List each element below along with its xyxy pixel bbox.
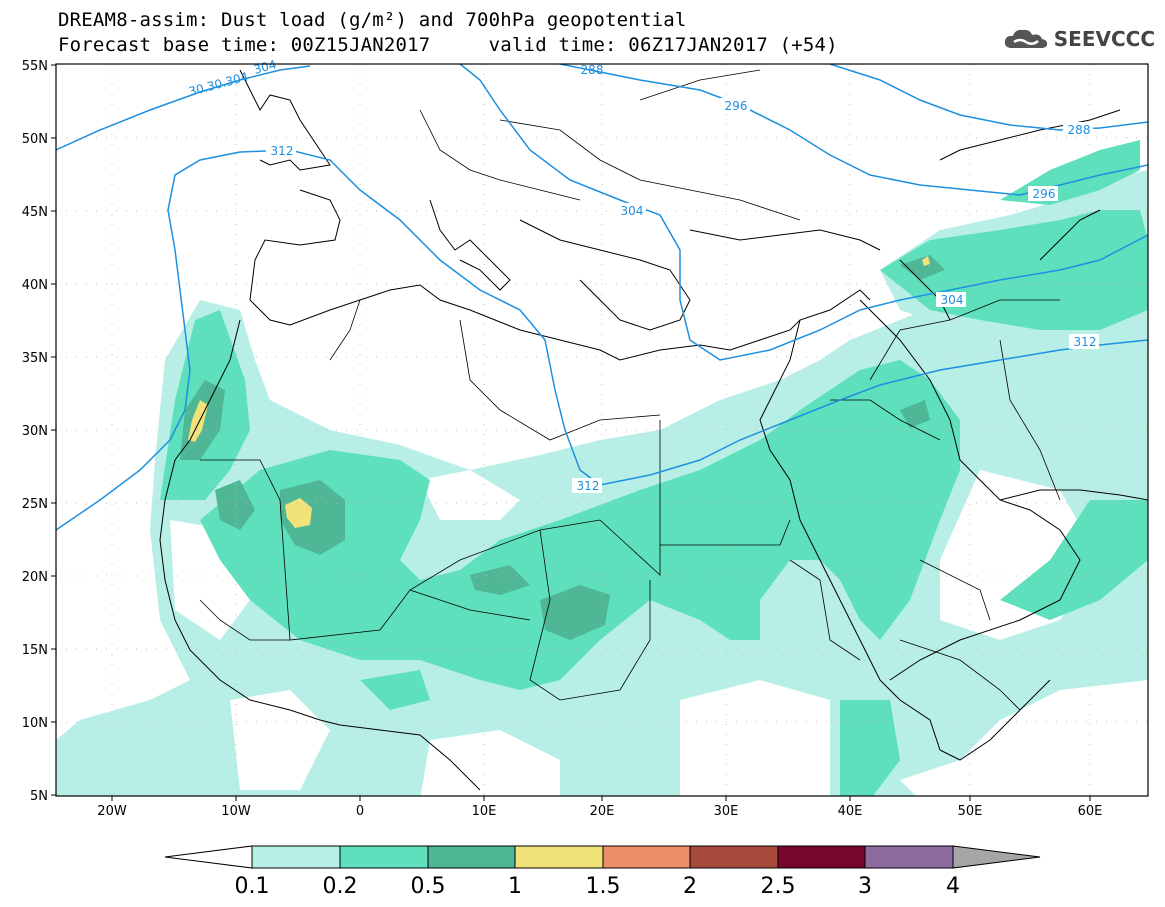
lat-label: 5N	[30, 789, 48, 804]
country-borders	[199, 69, 1061, 711]
lat-label: 50N	[22, 132, 48, 147]
lat-label: 40N	[22, 278, 48, 293]
colorbar-swatch	[339, 845, 429, 869]
coastlines	[159, 69, 1148, 791]
lon-label: 10W	[221, 804, 251, 819]
colorbar-swatch	[514, 845, 604, 869]
colorbar-label: 4	[946, 874, 960, 899]
chart-subtitle: Forecast base time: 00Z15JAN2017 valid t…	[58, 34, 838, 56]
lon-label: 10E	[472, 804, 497, 819]
lat-label: 35N	[22, 351, 48, 366]
lon-label: 50E	[958, 804, 983, 819]
logo-text: SEEVCCC	[1053, 27, 1155, 51]
contour-label: 312	[271, 144, 294, 158]
colorbar-swatch	[777, 845, 866, 869]
logo: SEEVCCC	[1002, 26, 1155, 52]
colorbar-label: 0.1	[235, 874, 270, 899]
contour-label: 288	[581, 63, 604, 77]
contour-label: 304	[621, 204, 644, 218]
colorbar-low-arrow	[164, 845, 253, 869]
contour-label-group: 312 312 312 304 304 296 296 288 288 30.3…	[187, 57, 1099, 493]
contour-label: 288	[1068, 123, 1091, 137]
contour-label: 304	[941, 293, 964, 307]
lat-label: 15N	[22, 643, 48, 658]
colorbar-label: 2	[683, 874, 697, 899]
chart-title: DREAM8-assim: Dust load (g/m²) and 700hP…	[58, 9, 687, 31]
graticule	[56, 64, 1148, 796]
cloud-icon	[1004, 29, 1047, 48]
lat-label: 25N	[22, 497, 48, 512]
lat-label: 45N	[22, 205, 48, 220]
colorbar: 0.1 0.2 0.5 1 1.5 2 2.5 3 4	[164, 845, 1041, 899]
lat-label: 20N	[22, 570, 48, 585]
colorbar-swatch	[689, 845, 779, 869]
lon-label: 20E	[590, 804, 615, 819]
colorbar-label: 1	[508, 874, 522, 899]
lon-label: 40E	[838, 804, 863, 819]
lon-label: 60E	[1078, 804, 1103, 819]
colorbar-swatch	[427, 845, 516, 869]
lat-labels: 55N 50N 45N 40N 35N 30N 25N 20N 15N 10N …	[22, 59, 48, 804]
colorbar-label: 2.5	[761, 874, 796, 899]
lon-label: 30E	[714, 804, 739, 819]
colorbar-swatch	[251, 845, 341, 869]
colorbar-label: 3	[858, 874, 872, 899]
dust-high-layer	[188, 256, 930, 528]
colorbar-swatch	[864, 845, 954, 869]
lat-label: 30N	[22, 424, 48, 439]
contour-label: 312	[577, 479, 600, 493]
lon-labels: 20W 10W 0 10E 20E 30E 40E 50E 60E	[97, 804, 1102, 819]
colorbar-label: 1.5	[586, 874, 621, 899]
colorbar-label: 0.2	[323, 874, 358, 899]
lon-label: 20W	[97, 804, 127, 819]
contour-label: 296	[1033, 187, 1056, 201]
contour-label: 312	[1074, 335, 1097, 349]
lat-label: 10N	[22, 716, 48, 731]
colorbar-label: 0.5	[411, 874, 446, 899]
colorbar-high-arrow	[952, 845, 1041, 869]
axis-ticks	[51, 64, 1091, 801]
contour-label: 296	[725, 99, 748, 113]
contour-label: 30.30.304	[187, 70, 250, 99]
lon-label: 0	[356, 804, 364, 819]
colorbar-swatch	[602, 845, 691, 869]
lat-label: 55N	[22, 59, 48, 74]
contour-label: 304	[252, 57, 278, 76]
